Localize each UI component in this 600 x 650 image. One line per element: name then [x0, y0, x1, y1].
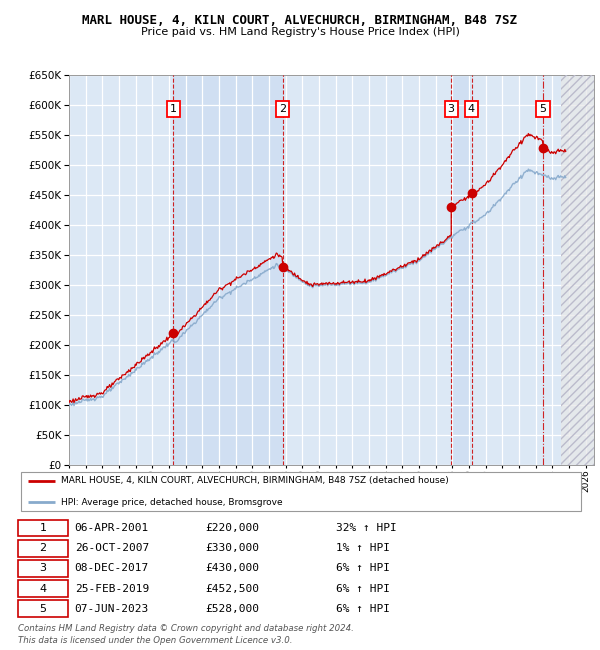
FancyBboxPatch shape: [18, 540, 68, 556]
Text: 5: 5: [40, 604, 46, 614]
Text: £330,000: £330,000: [205, 543, 259, 553]
Text: £452,500: £452,500: [205, 584, 259, 593]
Text: Price paid vs. HM Land Registry's House Price Index (HPI): Price paid vs. HM Land Registry's House …: [140, 27, 460, 37]
Text: MARL HOUSE, 4, KILN COURT, ALVECHURCH, BIRMINGHAM, B48 7SZ: MARL HOUSE, 4, KILN COURT, ALVECHURCH, B…: [83, 14, 517, 27]
Text: HPI: Average price, detached house, Bromsgrove: HPI: Average price, detached house, Brom…: [61, 497, 282, 506]
Text: 08-DEC-2017: 08-DEC-2017: [75, 564, 149, 573]
Text: 6% ↑ HPI: 6% ↑ HPI: [335, 564, 389, 573]
Text: £220,000: £220,000: [205, 523, 259, 533]
FancyBboxPatch shape: [18, 601, 68, 617]
Text: 07-JUN-2023: 07-JUN-2023: [75, 604, 149, 614]
Text: £528,000: £528,000: [205, 604, 259, 614]
Text: Contains HM Land Registry data © Crown copyright and database right 2024.: Contains HM Land Registry data © Crown c…: [18, 624, 354, 633]
FancyBboxPatch shape: [18, 560, 68, 577]
Text: 4: 4: [468, 104, 475, 114]
Text: 2: 2: [279, 104, 286, 114]
Text: 1: 1: [40, 523, 46, 533]
Bar: [451, 75, 472, 465]
Text: MARL HOUSE, 4, KILN COURT, ALVECHURCH, BIRMINGHAM, B48 7SZ (detached house): MARL HOUSE, 4, KILN COURT, ALVECHURCH, B…: [61, 476, 448, 486]
Text: 1% ↑ HPI: 1% ↑ HPI: [335, 543, 389, 553]
Text: 06-APR-2001: 06-APR-2001: [75, 523, 149, 533]
Text: £430,000: £430,000: [205, 564, 259, 573]
Text: 4: 4: [40, 584, 47, 593]
Text: 1: 1: [170, 104, 177, 114]
Text: This data is licensed under the Open Government Licence v3.0.: This data is licensed under the Open Gov…: [18, 636, 293, 645]
FancyBboxPatch shape: [18, 580, 68, 597]
Text: 6% ↑ HPI: 6% ↑ HPI: [335, 584, 389, 593]
Bar: [560, 75, 594, 465]
FancyBboxPatch shape: [18, 520, 68, 536]
Text: 26-OCT-2007: 26-OCT-2007: [75, 543, 149, 553]
FancyBboxPatch shape: [21, 471, 581, 512]
Text: 32% ↑ HPI: 32% ↑ HPI: [335, 523, 396, 533]
Text: 3: 3: [448, 104, 455, 114]
Text: 2: 2: [40, 543, 47, 553]
Text: 3: 3: [40, 564, 46, 573]
Bar: [173, 75, 283, 465]
Text: 25-FEB-2019: 25-FEB-2019: [75, 584, 149, 593]
Text: 6% ↑ HPI: 6% ↑ HPI: [335, 604, 389, 614]
Bar: [560, 75, 594, 465]
Text: 5: 5: [539, 104, 547, 114]
